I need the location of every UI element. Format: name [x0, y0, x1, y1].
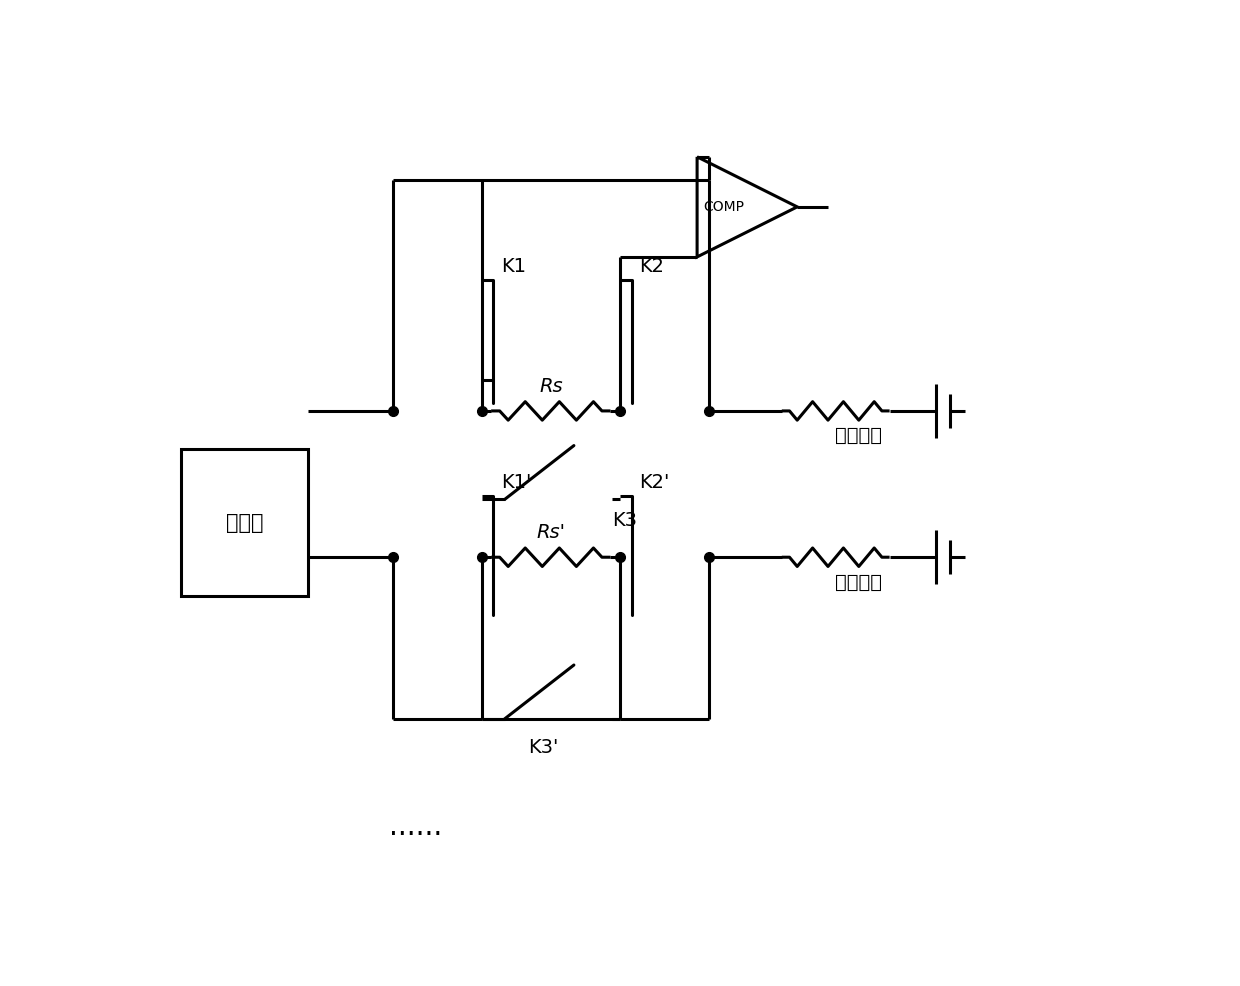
Text: Rs': Rs' [536, 523, 565, 542]
Text: K3': K3' [528, 739, 558, 757]
Text: K2': K2' [640, 472, 670, 492]
Text: ......: ...... [389, 812, 443, 841]
Text: Rs: Rs [539, 377, 563, 395]
Text: 等效负载: 等效负载 [836, 426, 883, 446]
Text: 刺激源: 刺激源 [226, 513, 263, 532]
Text: 等效负载: 等效负载 [836, 573, 883, 592]
Text: K2: K2 [640, 257, 665, 276]
Text: K3: K3 [613, 511, 637, 530]
Text: COMP: COMP [703, 200, 744, 214]
Text: K1': K1' [501, 472, 531, 492]
Text: K1: K1 [501, 257, 526, 276]
Bar [181, 450, 309, 596]
